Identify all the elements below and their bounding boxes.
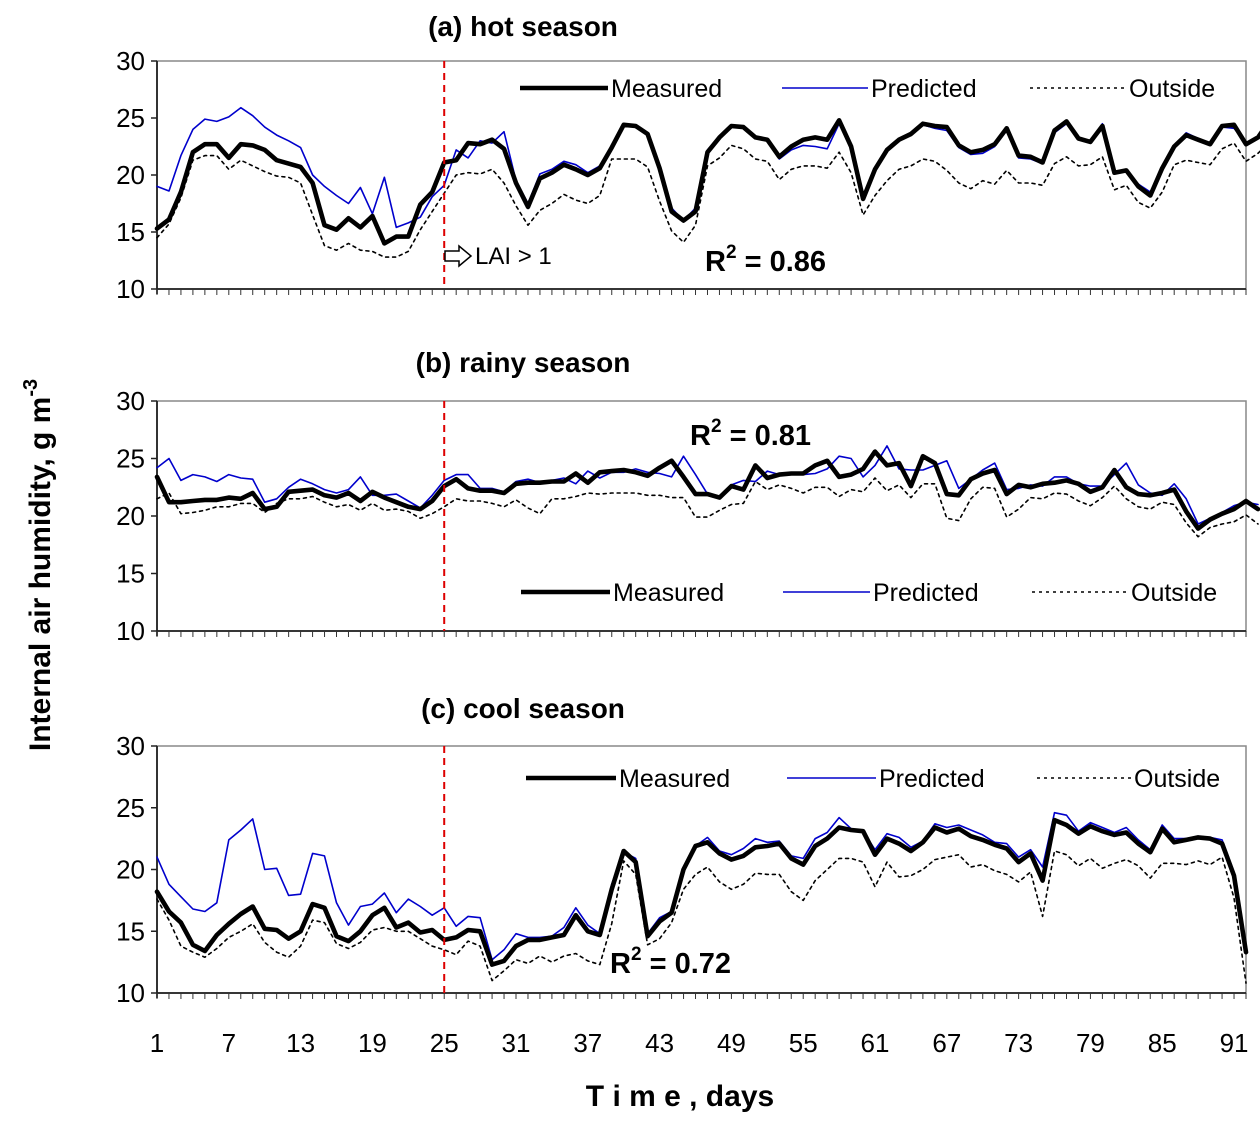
series-line-predicted [156, 106, 1260, 229]
x-tick-label: 49 [717, 1028, 746, 1058]
x-axis-title: T i m e , days [586, 1080, 774, 1113]
y-tick-label: 30 [116, 731, 145, 761]
series-line-outside [156, 850, 1247, 984]
series-line-measured [154, 817, 1249, 967]
y-tick-label: 30 [116, 386, 145, 416]
legend-label-predicted: Predicted [871, 75, 977, 103]
y-tick-label: 20 [116, 501, 145, 531]
x-tick-label: 43 [645, 1028, 674, 1058]
y-tick-label: 30 [116, 46, 145, 76]
legend-label-measured: Measured [613, 579, 724, 607]
y-tick-label: 10 [116, 616, 145, 646]
series-line-measured [154, 118, 1260, 246]
r-squared-label: R2 = 0.86 [705, 242, 826, 278]
x-tick-label: 13 [286, 1028, 315, 1058]
x-tick-label: 61 [861, 1028, 890, 1058]
y-tick-label: 15 [116, 559, 145, 589]
y-tick-label: 15 [116, 217, 145, 247]
y-tick-label: 25 [116, 103, 145, 133]
y-tick-label: 10 [116, 978, 145, 1008]
y-tick-label: 20 [116, 855, 145, 885]
series-line-outside [156, 142, 1260, 258]
x-tick-label: 91 [1220, 1028, 1249, 1058]
y-tick-label: 25 [116, 444, 145, 474]
y-axis-title: Internal air humidity, g m-3 [20, 379, 57, 751]
x-tick-label: 73 [1004, 1028, 1033, 1058]
x-tick-label: 79 [1076, 1028, 1105, 1058]
y-tick-label: 25 [116, 793, 145, 823]
series-line-predicted [156, 811, 1247, 961]
legend-label-predicted: Predicted [873, 579, 979, 607]
panel-title: (a) hot season [428, 11, 618, 42]
chart-panel-1: 10 15 20 25 30 (a) hot season Measured Predicte… [116, 11, 1260, 304]
r-squared-label: R2 = 0.72 [610, 944, 731, 980]
y-tick-label: 10 [116, 274, 145, 304]
x-tick-label: 7 [222, 1028, 236, 1058]
x-tick-label: 1 [150, 1028, 164, 1058]
legend-label-outside: Outside [1129, 75, 1215, 103]
x-tick-label: 19 [358, 1028, 387, 1058]
legend-label-measured: Measured [611, 75, 722, 103]
series-line-outside [156, 477, 1259, 538]
x-tick-label: 55 [789, 1028, 818, 1058]
chart-panel-2: 10 15 20 25 30 (b) rainy season Measured Predic… [116, 347, 1260, 646]
legend-label-outside: Outside [1131, 579, 1217, 607]
r-squared-label: R2 = 0.81 [690, 416, 811, 452]
series-line-measured [154, 449, 1260, 531]
y-axis-title-superscript: -3 [20, 379, 42, 397]
y-tick-label: 20 [116, 160, 145, 190]
arrow-right-icon [444, 244, 473, 268]
x-tick-label: 25 [430, 1028, 459, 1058]
lai-annotation: LAI > 1 [475, 243, 552, 270]
panel-title: (b) rainy season [416, 347, 631, 378]
series-line-predicted [156, 445, 1259, 525]
chart-panel-3: 10 15 20 25 30 (c) cool season Measured Predict… [116, 693, 1249, 1008]
legend-label-predicted: Predicted [879, 765, 985, 793]
legend-label-measured: Measured [619, 765, 730, 793]
legend-label-outside: Outside [1134, 765, 1220, 793]
x-tick-label: 37 [573, 1028, 602, 1058]
y-tick-label: 15 [116, 916, 145, 946]
panel-title: (c) cool season [421, 693, 625, 724]
x-tick-label: 85 [1148, 1028, 1177, 1058]
x-tick-label: 67 [932, 1028, 961, 1058]
x-tick-label: 31 [502, 1028, 531, 1058]
